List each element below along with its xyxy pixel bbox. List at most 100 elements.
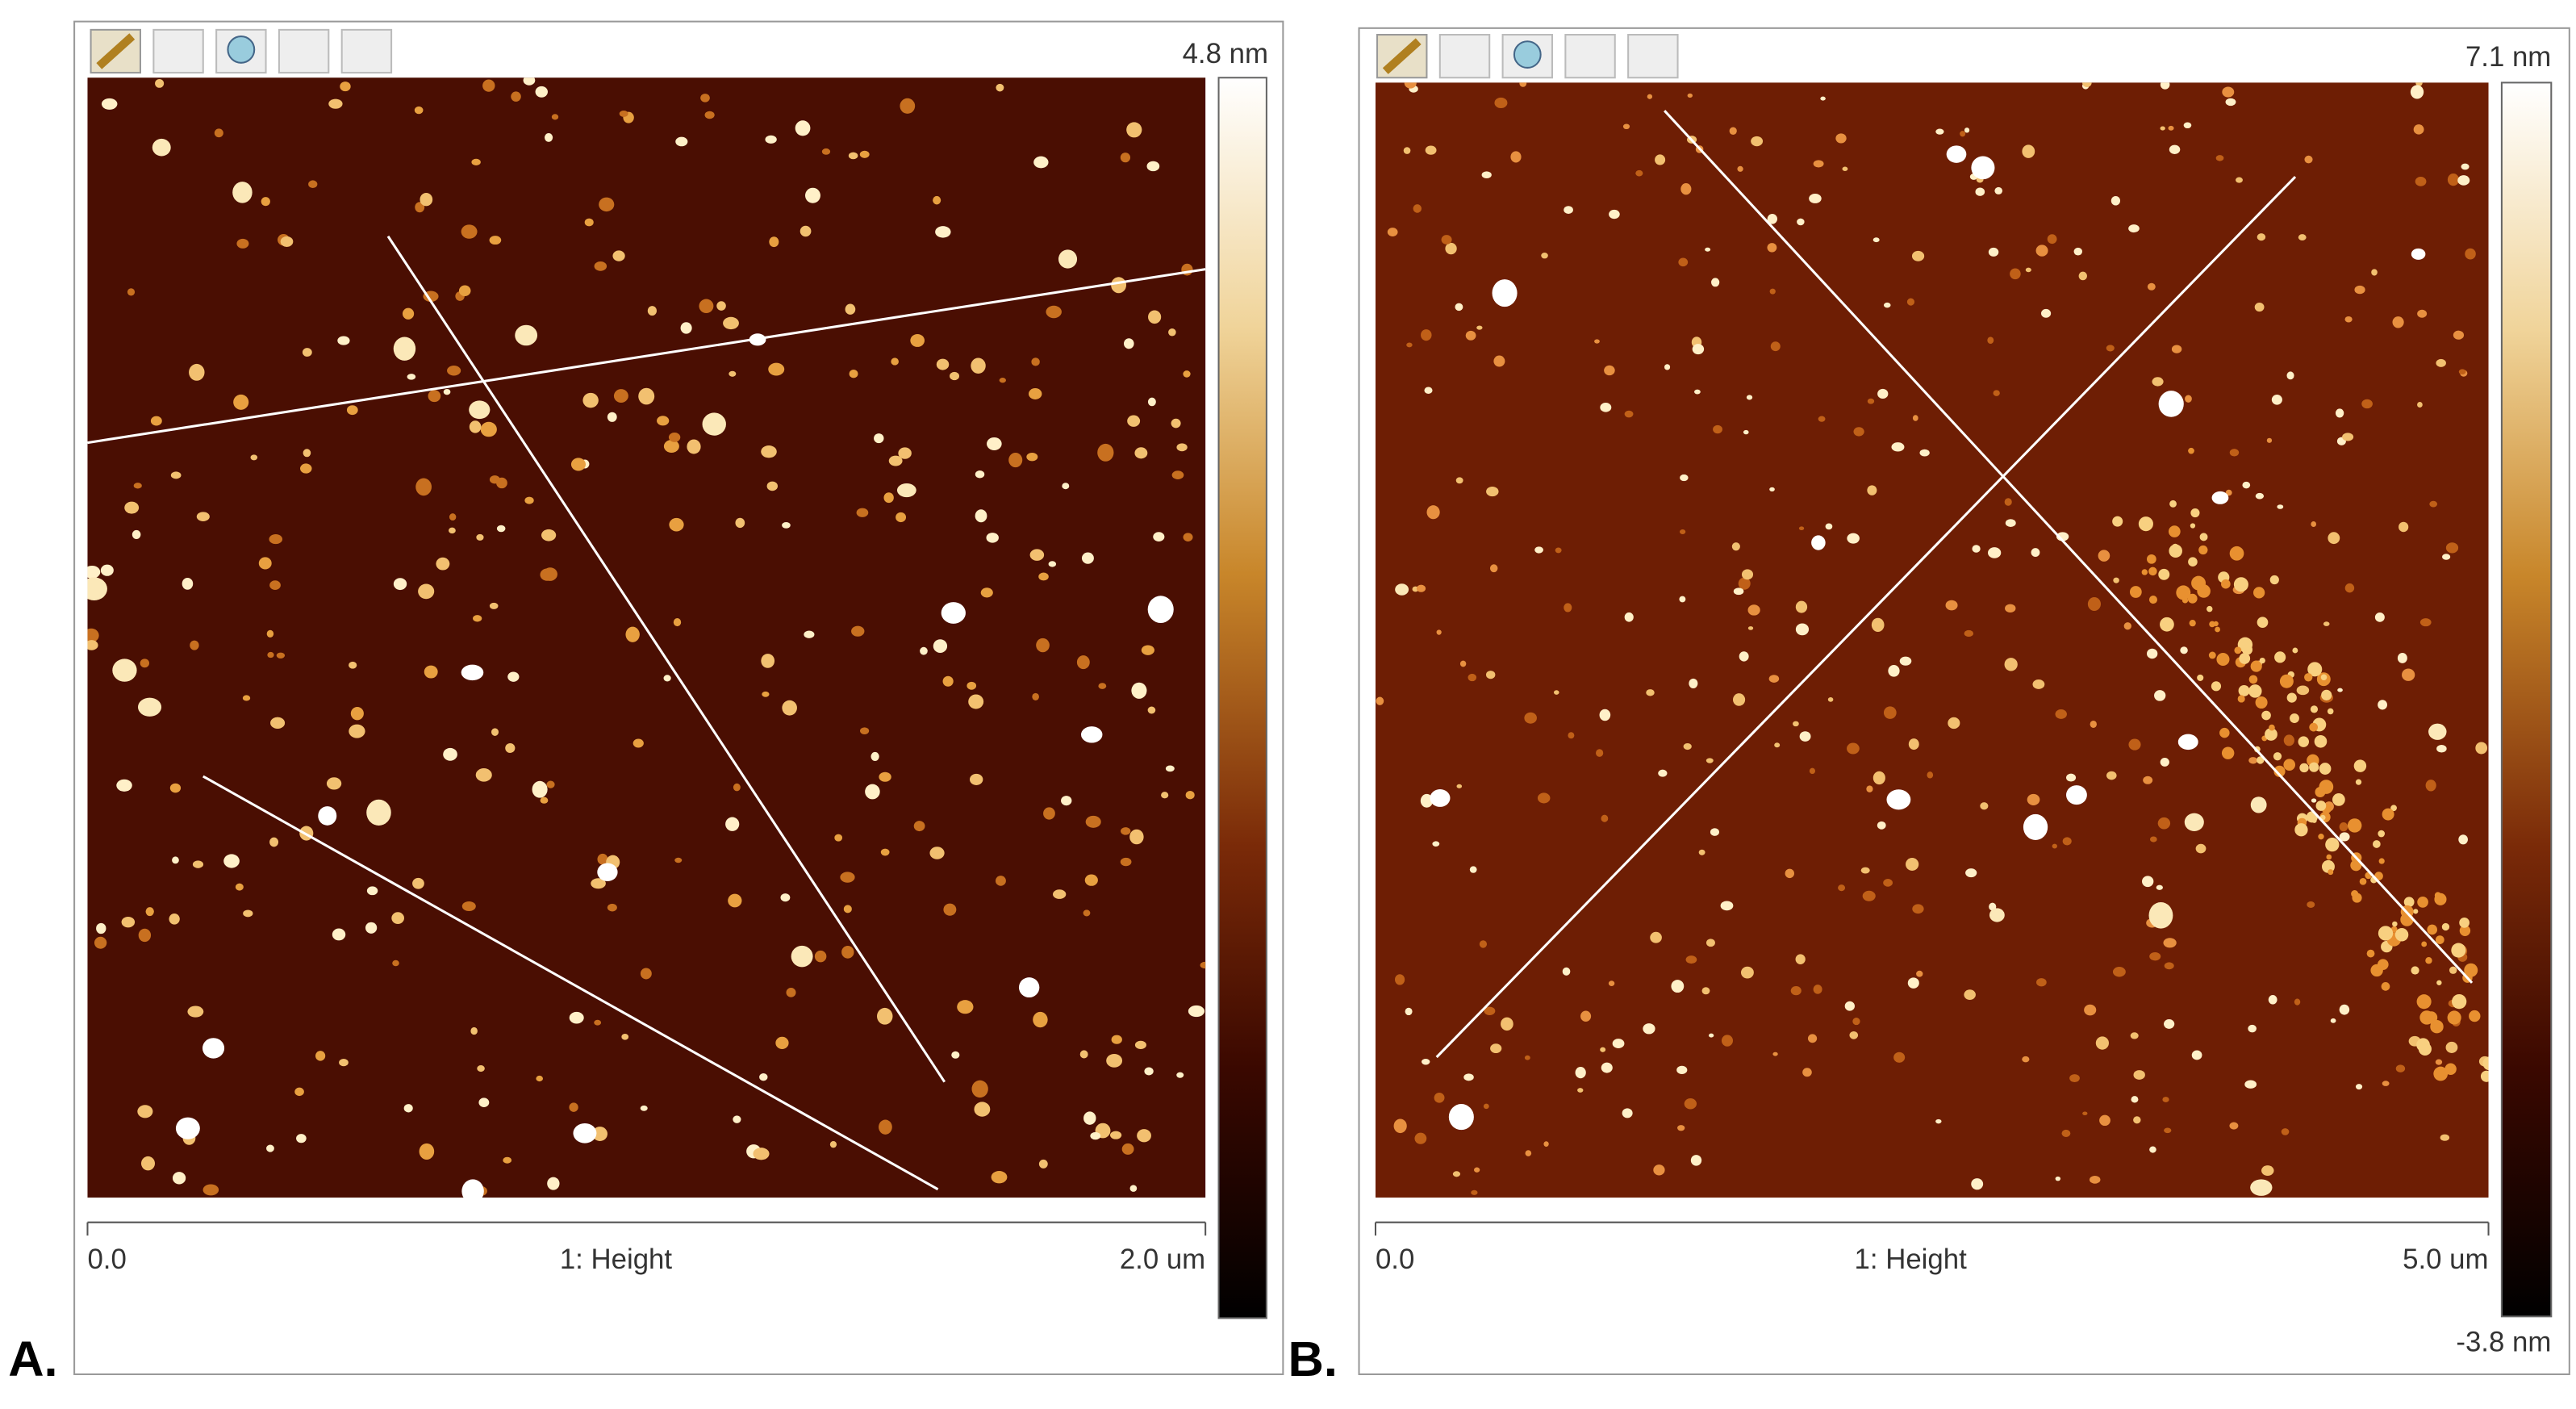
particle	[350, 706, 364, 721]
particle	[2458, 369, 2466, 375]
particle	[1883, 706, 1897, 719]
particle	[2141, 569, 2148, 575]
particle	[848, 152, 858, 160]
tool-button[interactable]	[152, 28, 204, 74]
tool-zoom-out[interactable]	[340, 28, 393, 74]
particle	[999, 378, 1006, 383]
particle	[687, 439, 701, 454]
particle	[2371, 269, 2378, 276]
particle	[2459, 917, 2470, 928]
particle	[1738, 577, 1751, 590]
particle	[124, 501, 140, 514]
particle	[597, 853, 608, 865]
panel-label: A.	[8, 1332, 57, 1387]
particle	[674, 857, 683, 863]
particle	[1376, 696, 1384, 705]
particle	[1580, 1010, 1592, 1022]
particle	[1802, 1068, 1812, 1077]
particle	[243, 909, 253, 918]
particle	[2099, 1114, 2110, 1127]
particle	[2164, 1127, 2172, 1134]
particle	[1698, 849, 1706, 855]
particle	[2082, 1111, 2088, 1116]
particle	[223, 854, 240, 868]
particle	[473, 615, 482, 622]
particle	[633, 738, 644, 748]
particle	[2441, 922, 2450, 931]
particle	[112, 659, 137, 682]
particle	[1948, 717, 1960, 730]
particle	[1188, 1005, 1205, 1018]
particle	[1123, 338, 1134, 349]
particle	[1751, 136, 1764, 147]
particle	[2436, 745, 2447, 753]
particle	[267, 651, 274, 659]
particle	[1733, 587, 1744, 596]
particle	[1919, 449, 1930, 457]
particle	[2372, 840, 2381, 848]
channel-label: 1: Height	[560, 1244, 673, 1275]
particle	[391, 912, 404, 924]
particle	[1706, 939, 1715, 947]
particle	[1395, 583, 1409, 596]
particle	[2066, 773, 2077, 782]
particle	[669, 517, 684, 532]
particle	[169, 913, 180, 925]
particle	[1483, 1103, 1489, 1110]
particle	[2444, 1063, 2457, 1075]
particle	[2311, 521, 2317, 528]
particle	[2325, 837, 2340, 852]
particle	[2314, 734, 2328, 748]
particle	[1176, 443, 1188, 452]
particle	[2229, 449, 2240, 457]
particle	[2113, 577, 2119, 583]
particle	[1988, 547, 2002, 558]
section-line	[386, 235, 946, 1083]
particle	[2339, 832, 2350, 842]
tool-zoom-in[interactable]	[278, 28, 330, 74]
particle	[2177, 734, 2198, 750]
particle	[2326, 854, 2332, 860]
particle	[1988, 247, 1999, 257]
particle	[935, 226, 951, 238]
particle	[2239, 653, 2251, 664]
particle	[1964, 128, 1970, 133]
particle	[2160, 617, 2174, 632]
particle	[1746, 395, 1753, 400]
tool-zoom-in[interactable]	[1564, 34, 1616, 79]
particle	[214, 128, 223, 138]
particle	[1176, 1072, 1184, 1078]
particle	[1971, 156, 1995, 180]
particle	[2236, 177, 2243, 183]
particle	[1877, 821, 1886, 830]
particle	[1813, 985, 1822, 994]
particle	[2382, 808, 2394, 821]
particle	[545, 132, 553, 142]
particle	[592, 1127, 607, 1141]
tool-button[interactable]	[1438, 34, 1491, 79]
particle	[140, 1156, 156, 1171]
particle	[1129, 829, 1144, 845]
particle	[1790, 985, 1802, 996]
particle	[412, 877, 424, 889]
particle	[800, 225, 812, 237]
particle	[478, 1098, 490, 1107]
particle	[1524, 712, 1537, 724]
particle	[2361, 399, 2373, 409]
particle	[1893, 1052, 1906, 1063]
particle	[1655, 154, 1666, 165]
particle	[877, 1007, 893, 1025]
particle	[1852, 1017, 1860, 1026]
particle	[2197, 584, 2211, 598]
scale-min: -3.8 nm	[2456, 1327, 2551, 1357]
particle	[699, 299, 714, 313]
particle	[1455, 477, 1463, 484]
particle	[2146, 648, 2158, 659]
particle	[1147, 596, 1174, 623]
tool-zoom-out[interactable]	[1627, 34, 1679, 79]
particle	[2215, 626, 2220, 633]
particle	[569, 1102, 578, 1112]
particle	[856, 508, 869, 517]
particle	[232, 182, 253, 203]
particle	[2425, 957, 2432, 964]
